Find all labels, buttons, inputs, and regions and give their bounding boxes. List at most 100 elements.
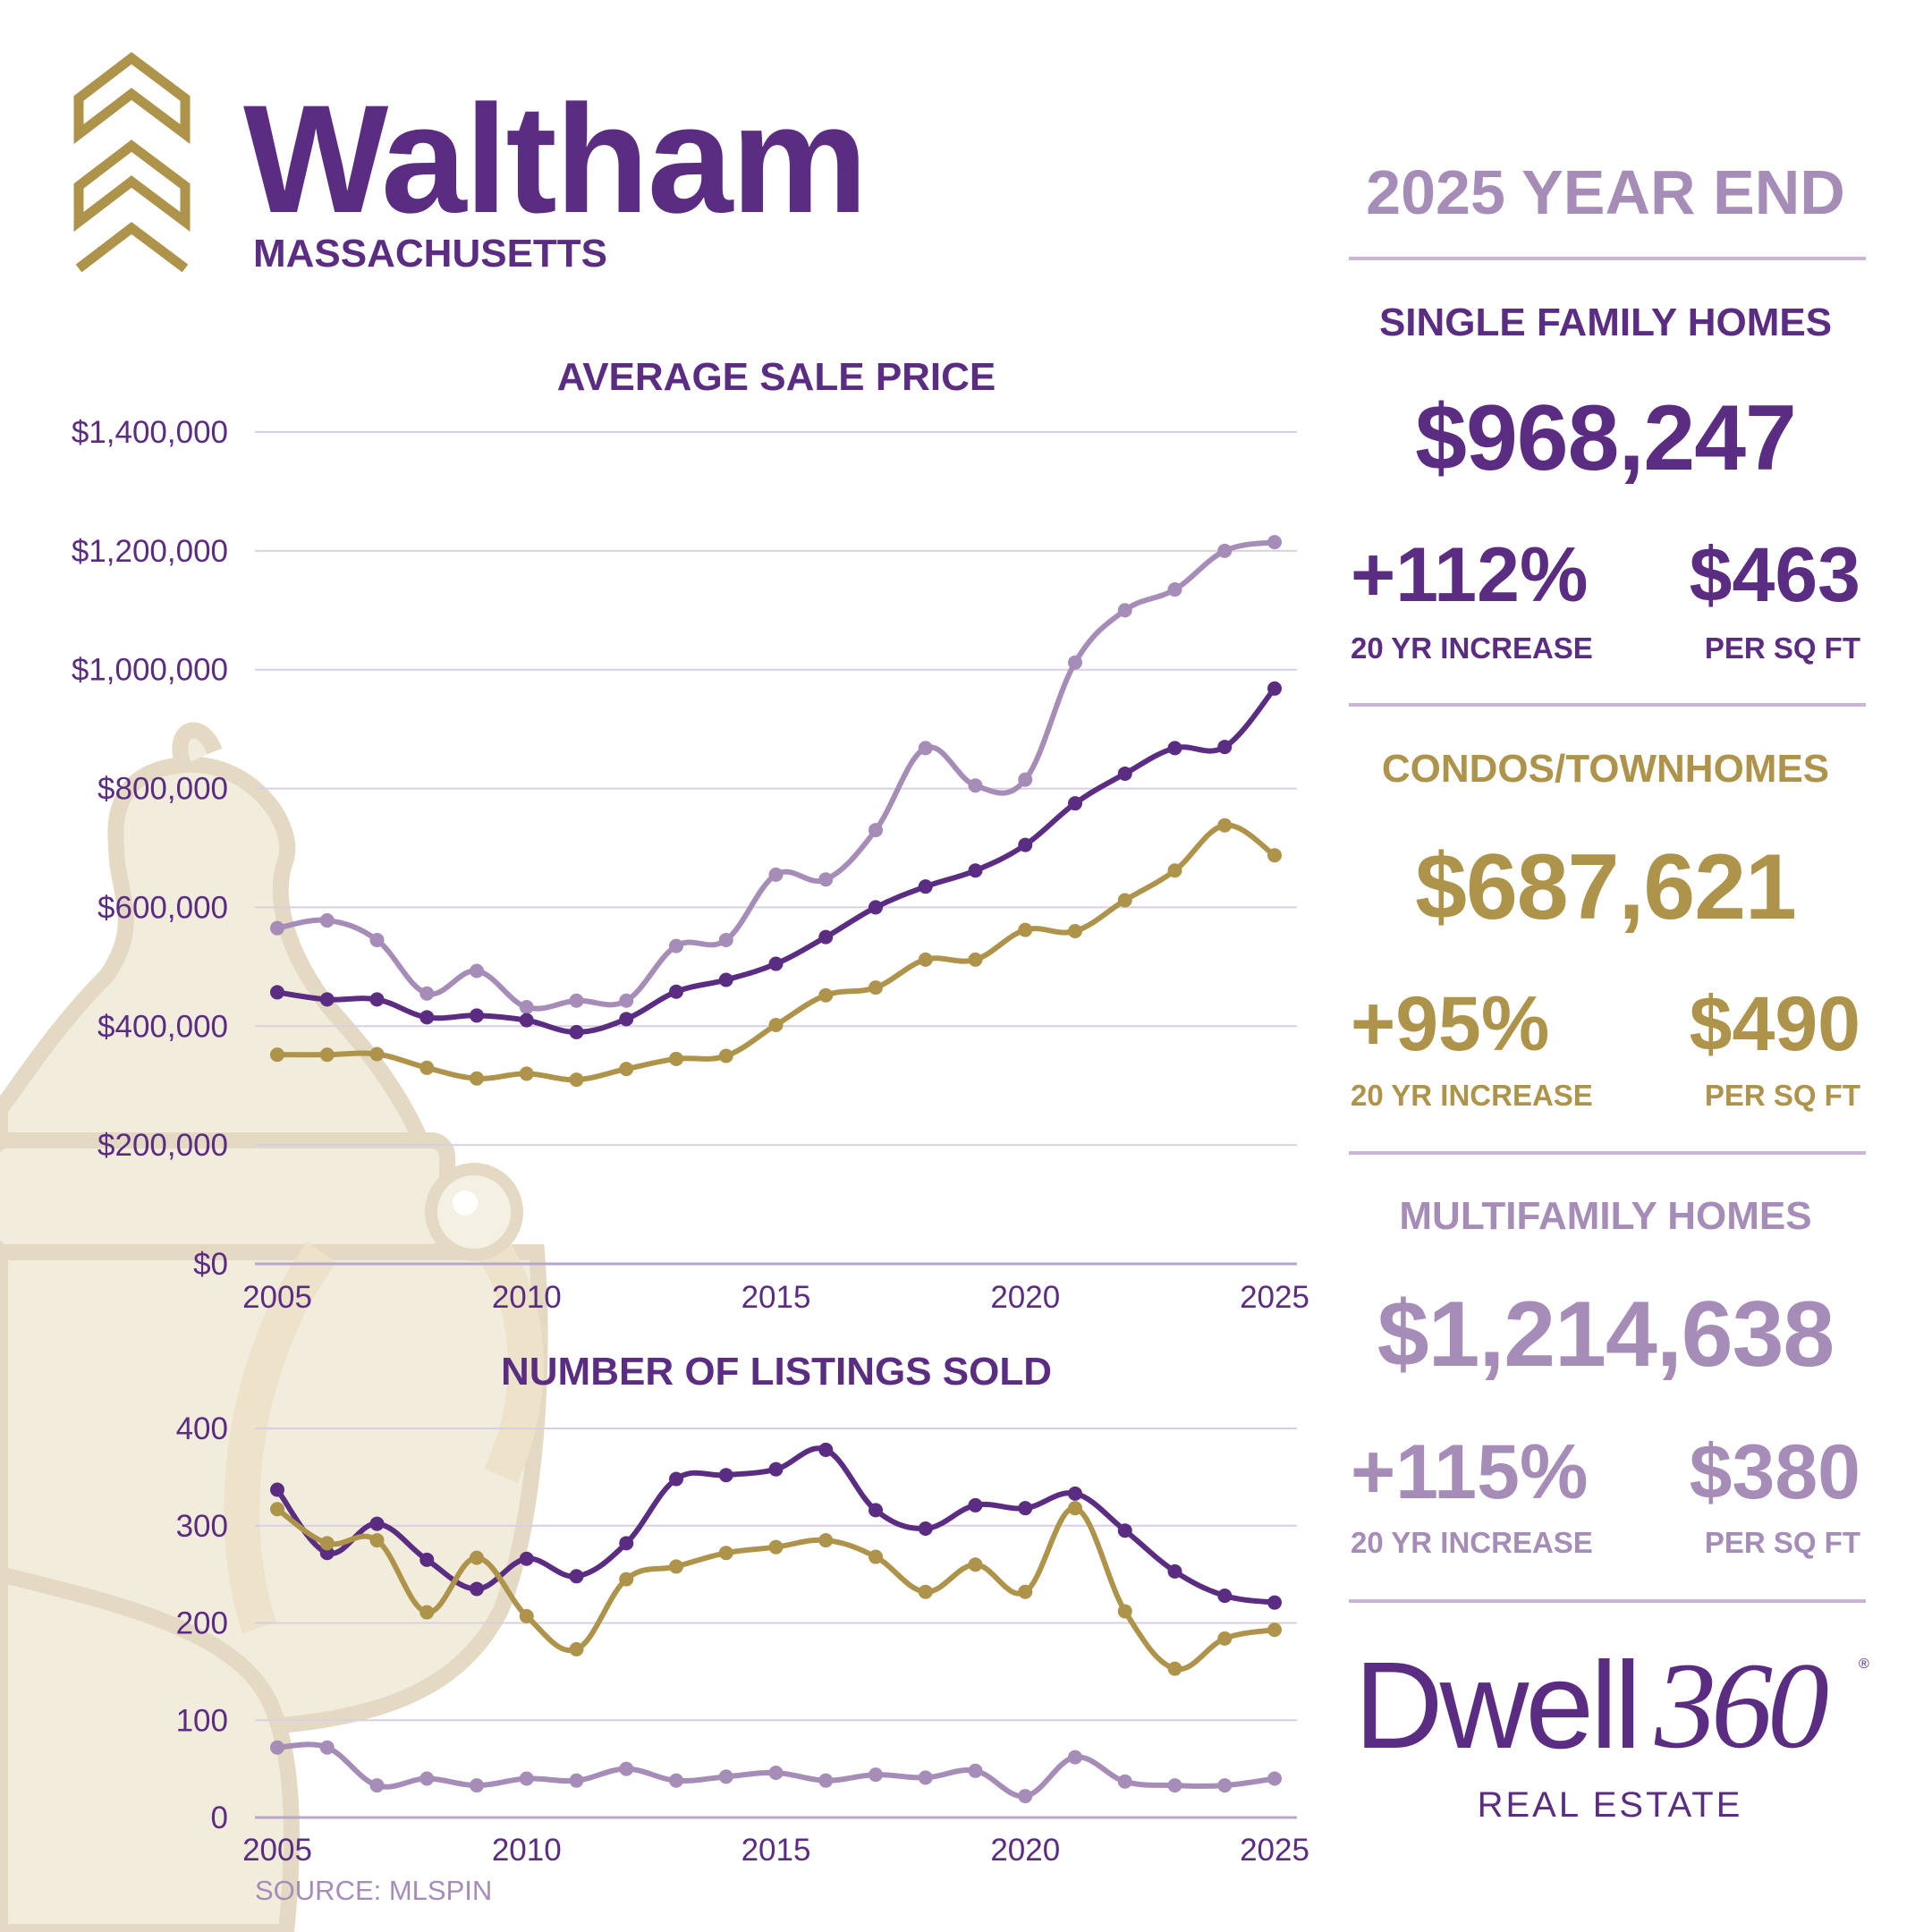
data-point — [1018, 1501, 1033, 1516]
x-tick-label: 2020 — [990, 1833, 1060, 1868]
data-point — [718, 972, 733, 987]
data-point — [519, 1000, 534, 1015]
source-note: SOURCE: MLSPIN — [255, 1875, 493, 1906]
condos-title: CONDOS/TOWNHOMES — [1381, 747, 1830, 791]
data-point — [1068, 924, 1082, 938]
x-tick-label: 2005 — [242, 1280, 312, 1315]
data-point — [818, 1442, 834, 1457]
data-point — [519, 1771, 534, 1786]
data-point — [369, 1046, 385, 1062]
data-point — [619, 1761, 634, 1776]
data-point — [519, 1551, 534, 1566]
data-point — [619, 1062, 634, 1077]
y-tick-label: $600,000 — [97, 890, 228, 925]
y-tick-label: 400 — [176, 1411, 228, 1446]
data-point — [369, 932, 385, 947]
single-family-increase-label: 20 YR INCREASE — [1351, 631, 1593, 665]
data-point — [718, 1048, 733, 1063]
chart-1: AVERAGE SALE PRICE $1,400,000 $1,200,000 $1… — [72, 355, 1309, 1315]
series-multifamily — [270, 535, 1282, 1015]
multifamily-per-sqft-label: PER SQ FT — [1704, 1526, 1860, 1559]
data-point — [419, 986, 435, 1001]
data-point — [1167, 1661, 1182, 1676]
data-point — [369, 1516, 385, 1531]
y-tick-label: $1,000,000 — [72, 653, 228, 688]
data-point — [319, 992, 335, 1007]
registered-mark: ® — [1859, 1657, 1869, 1672]
multifamily-increase-label: 20 YR INCREASE — [1351, 1526, 1593, 1559]
data-point — [270, 1502, 284, 1517]
condos-per-sqft-label: PER SQ FT — [1704, 1079, 1860, 1112]
data-point — [470, 1071, 484, 1086]
divider — [1349, 1599, 1866, 1603]
data-point — [968, 1763, 983, 1778]
data-point — [1217, 818, 1233, 833]
data-point — [470, 1550, 484, 1565]
brand-name: Dwell — [1354, 1637, 1641, 1775]
data-point — [270, 985, 284, 1000]
data-point — [818, 872, 834, 887]
data-point — [1018, 922, 1033, 937]
series-multifamily — [270, 1740, 1282, 1804]
data-point — [319, 1047, 335, 1063]
multifamily-price: $1,214,638 — [1377, 1283, 1835, 1386]
data-point — [918, 952, 933, 967]
data-point — [718, 932, 733, 947]
data-point — [1117, 603, 1132, 618]
series-condos — [270, 1501, 1282, 1676]
data-point — [1267, 848, 1282, 863]
data-point — [1068, 796, 1082, 811]
data-point — [818, 1773, 834, 1788]
data-point — [669, 984, 683, 999]
data-point — [519, 1066, 534, 1081]
data-point — [419, 1010, 435, 1025]
divider — [1349, 703, 1866, 707]
data-point — [818, 987, 834, 1003]
data-point — [1217, 1589, 1233, 1604]
data-point — [569, 1072, 584, 1088]
data-point — [1018, 772, 1033, 787]
series-line-multifamily — [275, 539, 1277, 1012]
data-point — [619, 1572, 634, 1587]
multifamily-per-sqft: $380 — [1689, 1429, 1860, 1515]
series-single_family — [270, 1442, 1282, 1610]
state-subtitle: MASSACHUSETTS — [253, 232, 608, 275]
data-point — [869, 1503, 883, 1518]
data-point — [869, 980, 883, 996]
y-tick-label: $200,000 — [97, 1128, 228, 1163]
data-point — [1167, 863, 1182, 878]
data-point — [569, 1024, 584, 1039]
data-point — [369, 992, 385, 1007]
y-tick-label: $0 — [193, 1247, 228, 1282]
data-point — [519, 1608, 534, 1623]
x-tick-label: 2005 — [242, 1833, 312, 1868]
data-point — [1267, 1623, 1282, 1638]
data-point — [419, 1771, 435, 1786]
data-point — [718, 1769, 733, 1784]
data-point — [869, 1767, 883, 1783]
data-point — [869, 1549, 883, 1564]
data-point — [619, 1536, 634, 1551]
data-point — [1267, 1771, 1282, 1786]
y-tick-label: $1,200,000 — [72, 534, 228, 569]
data-point — [470, 1008, 484, 1023]
data-point — [470, 963, 484, 979]
x-tick-label: 2025 — [1240, 1280, 1309, 1315]
data-point — [1018, 1584, 1033, 1599]
data-point — [1117, 1774, 1132, 1789]
single-family-increase: +112% — [1351, 532, 1589, 618]
chart-title: AVERAGE SALE PRICE — [557, 355, 996, 399]
data-point — [470, 1778, 484, 1793]
multifamily-title: MULTIFAMILY HOMES — [1399, 1194, 1812, 1238]
data-point — [718, 1546, 733, 1561]
data-point — [1068, 1501, 1082, 1516]
data-point — [669, 1051, 683, 1066]
data-point — [818, 929, 834, 945]
single-family-price: $968,247 — [1415, 386, 1797, 490]
divider — [1349, 257, 1866, 260]
data-point — [669, 1773, 683, 1788]
data-point — [619, 1012, 634, 1027]
data-point — [1167, 1778, 1182, 1793]
data-point — [369, 1533, 385, 1548]
data-point — [768, 956, 784, 971]
